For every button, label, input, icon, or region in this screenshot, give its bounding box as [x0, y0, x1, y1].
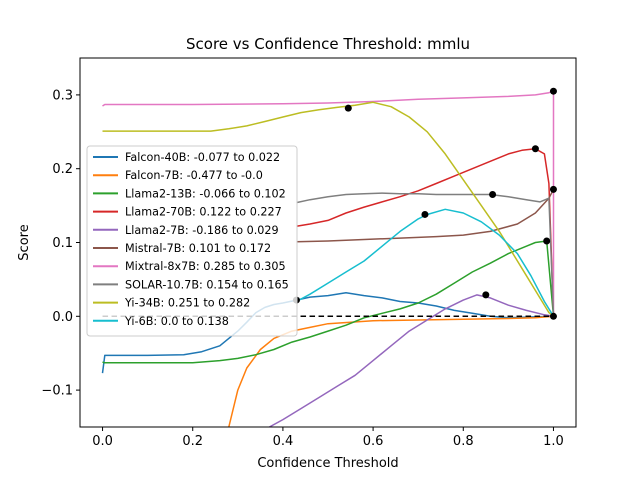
x-axis-label: Confidence Threshold — [257, 456, 398, 471]
legend-entry-5: Mistral-7B: 0.101 to 0.172 — [125, 242, 271, 255]
series-line-5 — [296, 189, 555, 243]
legend-entry-3: Llama2-70B: 0.122 to 0.227 — [125, 206, 282, 219]
legend-box — [86, 145, 298, 337]
legend-entry-7: SOLAR-10.7B: 0.154 to 0.165 — [125, 278, 289, 291]
y-tick-label: 0.1 — [52, 236, 73, 251]
series-marker-9 — [421, 210, 429, 218]
legend-entry-2: Llama2-13B: -0.066 to 0.102 — [125, 187, 286, 200]
series-marker-5 — [549, 185, 557, 193]
series-line-6 — [102, 90, 555, 317]
series-marker-4 — [482, 291, 490, 299]
series-marker-1 — [549, 312, 557, 320]
series-marker-2 — [543, 237, 551, 245]
y-tick-label: 0.2 — [52, 162, 73, 177]
series-marker-8 — [344, 104, 352, 112]
legend-entry-9: Yi-6B: 0.0 to 0.138 — [124, 315, 229, 328]
chart-title: Score vs Confidence Threshold: mmlu — [186, 35, 470, 53]
series-line-1 — [228, 315, 554, 427]
x-tick-label: 0.6 — [363, 434, 384, 449]
y-axis-ticks: −0.1 0.0 0.1 0.2 0.3 — [41, 88, 80, 399]
x-tick-label: 0.8 — [453, 434, 474, 449]
series-marker-3 — [531, 145, 539, 153]
legend-entry-0: Falcon-40B: -0.077 to 0.022 — [125, 151, 280, 164]
y-tick-label: 0.0 — [52, 310, 73, 325]
series-line-7 — [296, 192, 555, 317]
series-line-8 — [102, 101, 554, 317]
y-tick-label: −0.1 — [41, 384, 73, 399]
legend-entry-6: Mixtral-8x7B: 0.285 to 0.305 — [125, 260, 286, 273]
legend-entry-4: Llama2-7B: -0.186 to 0.029 — [125, 224, 279, 237]
y-axis-label: Score — [17, 224, 32, 260]
legend: Falcon-40B: -0.077 to 0.022 Falcon-7B: -0… — [86, 145, 298, 337]
series-line-4 — [269, 294, 554, 427]
legend-entry-8: Yi-34B: 0.251 to 0.282 — [124, 297, 250, 310]
x-tick-label: 1.0 — [543, 434, 564, 449]
series-line-3 — [296, 148, 555, 317]
y-tick-label: 0.3 — [52, 88, 73, 103]
series-marker-6 — [549, 87, 557, 95]
legend-entry-1: Falcon-7B: -0.477 to -0.0 — [125, 169, 263, 182]
series-marker-7 — [489, 191, 497, 199]
x-axis-ticks: 0.0 0.2 0.4 0.6 0.8 1.0 — [92, 427, 564, 449]
marker-layer — [292, 87, 557, 320]
x-tick-label: 0.0 — [92, 434, 113, 449]
x-tick-label: 0.2 — [182, 434, 203, 449]
x-tick-label: 0.4 — [273, 434, 294, 449]
